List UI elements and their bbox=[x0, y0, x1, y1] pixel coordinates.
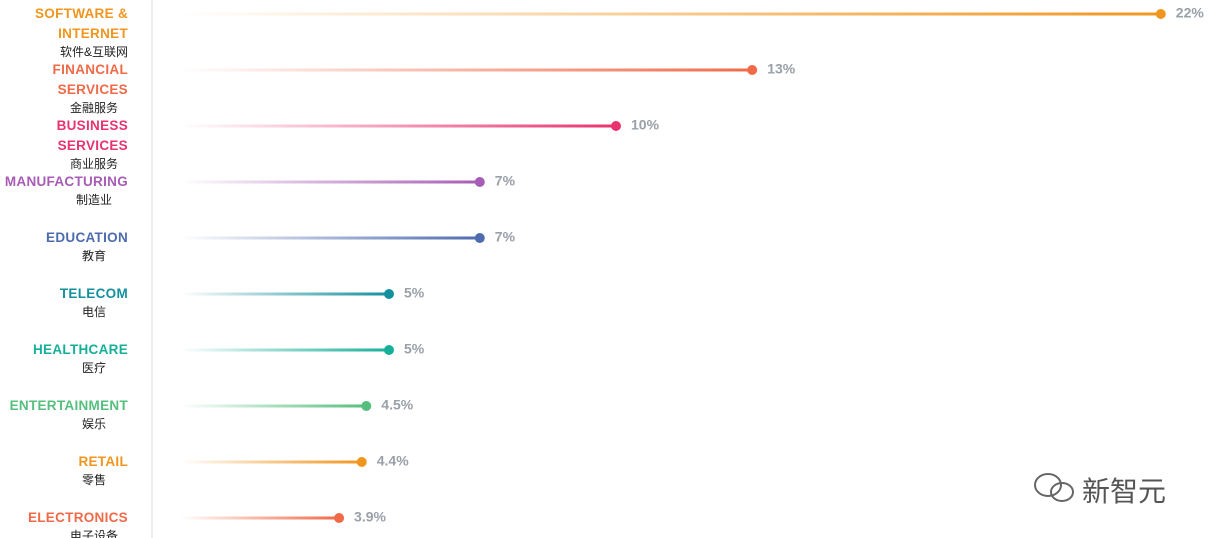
category-label-zh: 娱乐 bbox=[81, 417, 106, 431]
dot bbox=[747, 65, 758, 75]
value-label: 5% bbox=[404, 341, 425, 357]
category-label-zh: 软件&互联网 bbox=[60, 45, 129, 59]
category-label-zh: 医疗 bbox=[81, 361, 106, 375]
category-label-zh: 教育 bbox=[81, 249, 106, 263]
category-label: TELECOM bbox=[59, 286, 128, 301]
stem bbox=[180, 12, 1161, 16]
category-label-group: SOFTWARE & INTERNET 软件&互联网 bbox=[0, 4, 128, 60]
category-label-zh: 商业服务 bbox=[69, 157, 118, 171]
value-label: 3.9% bbox=[354, 509, 386, 525]
category-label-zh: 电信 bbox=[81, 305, 106, 319]
category-label-group: FINANCIAL SERVICES 金融服务 bbox=[0, 60, 128, 116]
stem bbox=[180, 348, 389, 352]
dot bbox=[356, 457, 367, 467]
watermark: 新智元 bbox=[1082, 476, 1167, 507]
value-label: 7% bbox=[495, 229, 516, 245]
category-label: BUSINESS SERVICES bbox=[56, 118, 128, 153]
category-label: HEALTHCARE bbox=[33, 342, 128, 357]
stem bbox=[180, 68, 753, 72]
value-label: 4.5% bbox=[381, 397, 413, 413]
dot bbox=[1155, 9, 1166, 19]
category-label-group: TELECOM 电信 bbox=[0, 284, 128, 320]
category-label: EDUCATION bbox=[46, 230, 128, 245]
category-label-group: BUSINESS SERVICES 商业服务 bbox=[0, 116, 128, 172]
category-label-group: ENTERTAINMENT 娱乐 bbox=[0, 396, 128, 432]
dot bbox=[361, 401, 372, 411]
watermark-icon bbox=[1034, 473, 1074, 502]
category-label-group: ELECTRONICS 电子设备 bbox=[0, 508, 128, 538]
category-label: SOFTWARE & INTERNET bbox=[35, 6, 128, 41]
category-label-zh: 金融服务 bbox=[69, 101, 118, 115]
category-label: ENTERTAINMENT bbox=[9, 398, 128, 413]
category-label-zh: 电子设备 bbox=[69, 529, 118, 538]
dot bbox=[611, 121, 621, 131]
category-label: ELECTRONICS bbox=[27, 510, 128, 525]
stem bbox=[180, 236, 480, 240]
dot bbox=[474, 233, 485, 243]
stem bbox=[180, 404, 367, 408]
category-label-group: EDUCATION 教育 bbox=[0, 228, 128, 264]
category-label: RETAIL bbox=[78, 454, 128, 469]
value-label: 4.4% bbox=[377, 453, 409, 469]
dot bbox=[384, 289, 394, 299]
category-label: MANUFACTURING bbox=[4, 174, 128, 189]
dot bbox=[384, 345, 394, 355]
stem bbox=[180, 124, 616, 128]
value-label: 10% bbox=[631, 117, 660, 133]
value-label: 13% bbox=[767, 61, 796, 77]
dot bbox=[334, 513, 345, 523]
stem bbox=[180, 180, 480, 184]
category-label-group: HEALTHCARE 医疗 bbox=[0, 340, 128, 376]
stem bbox=[180, 292, 389, 296]
category-label-zh: 制造业 bbox=[75, 193, 112, 207]
stem bbox=[180, 516, 340, 520]
stem bbox=[180, 460, 362, 464]
category-label-group: MANUFACTURING 制造业 bbox=[0, 172, 128, 208]
value-label: 5% bbox=[404, 285, 425, 301]
category-label-group: RETAIL 零售 bbox=[0, 452, 128, 488]
category-label: FINANCIAL SERVICES bbox=[52, 62, 128, 97]
value-label: 7% bbox=[495, 173, 516, 189]
category-label-zh: 零售 bbox=[81, 473, 106, 487]
dot bbox=[474, 177, 485, 187]
value-label: 22% bbox=[1176, 5, 1205, 21]
